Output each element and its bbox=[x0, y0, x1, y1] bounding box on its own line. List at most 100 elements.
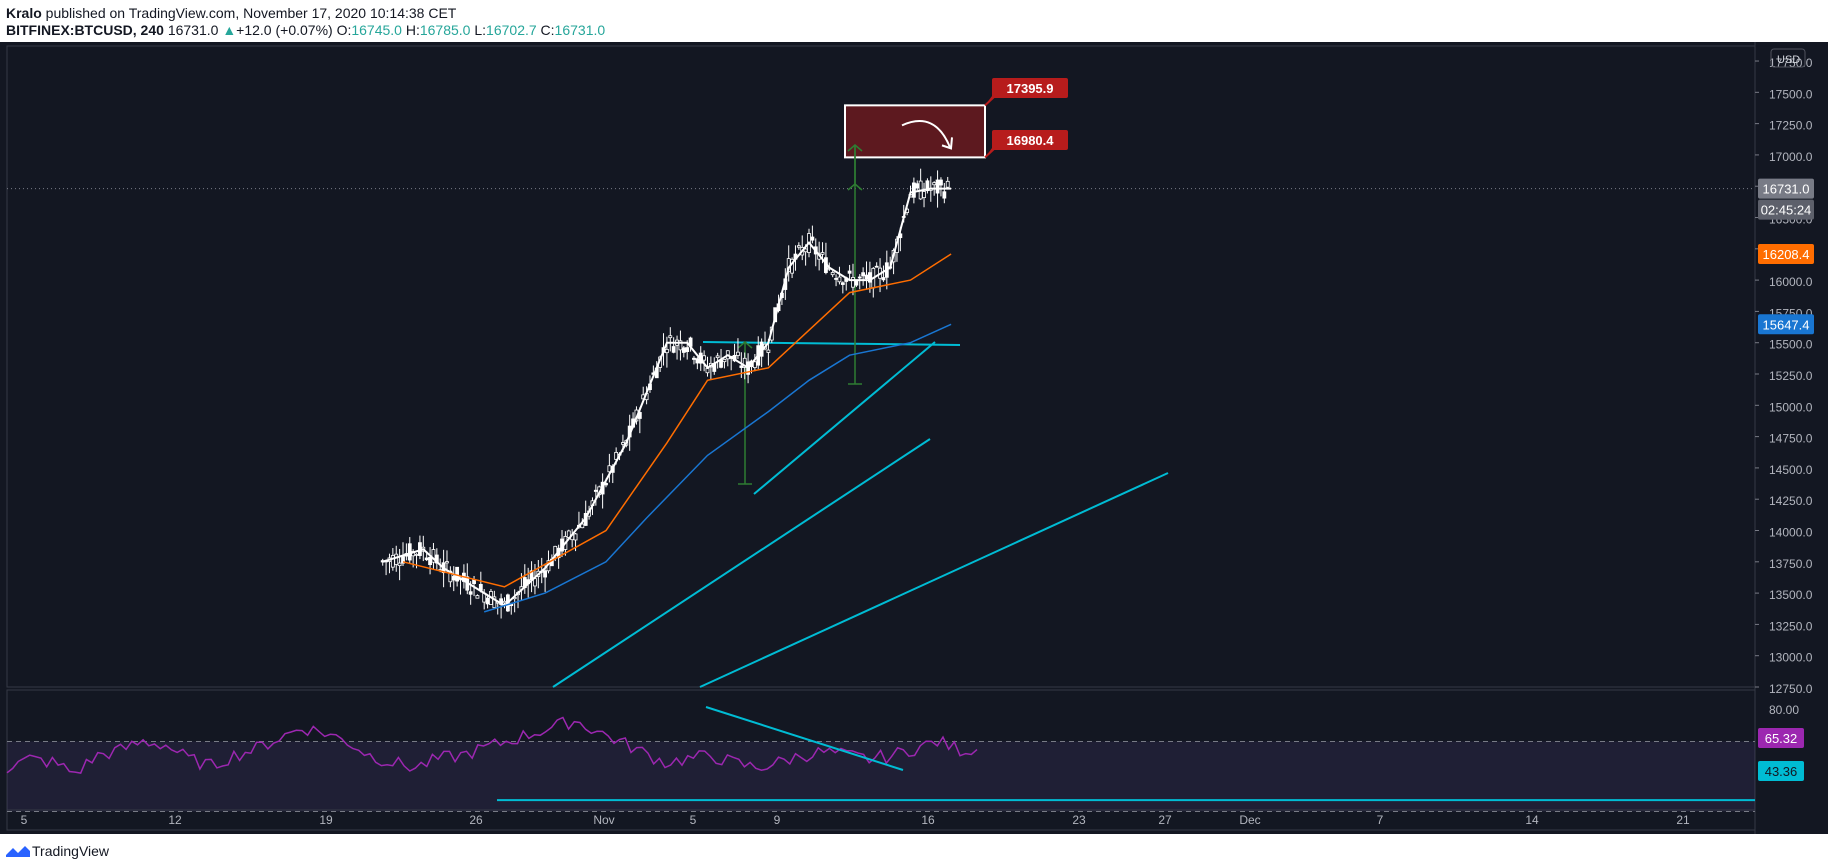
trend-line[interactable] bbox=[552, 438, 931, 688]
candle-body bbox=[573, 533, 578, 541]
x-tick-label: 5 bbox=[21, 813, 28, 827]
rsi-divergence-line[interactable] bbox=[705, 706, 904, 771]
x-tick-label: 21 bbox=[1676, 813, 1690, 827]
moving-averages-layer bbox=[382, 187, 952, 613]
candle-body bbox=[424, 557, 429, 561]
trend-line[interactable] bbox=[753, 341, 936, 495]
up-triangle-icon: ▲ bbox=[222, 22, 237, 38]
candle-body bbox=[932, 182, 937, 186]
x-tick-label: 7 bbox=[1377, 813, 1384, 827]
price-labels-layer: 17395.9 16980.4 16731.0 02:45:24 16208.4 1564… bbox=[984, 78, 1814, 781]
y-tick-label: 14750.0 bbox=[1769, 432, 1813, 446]
currency-badge[interactable] bbox=[1770, 48, 1806, 68]
rsi-level-label-bg bbox=[1758, 761, 1804, 781]
candle-body bbox=[428, 556, 432, 566]
x-tick-label: 19 bbox=[319, 813, 333, 827]
author-name[interactable]: Kralo bbox=[6, 5, 42, 21]
candle-body bbox=[390, 555, 395, 568]
symbol-label[interactable]: BITFINEX:BTCUSD, 240 bbox=[6, 22, 164, 38]
y-tick-label: 15500.0 bbox=[1769, 338, 1813, 352]
axis-label-countdown-bg bbox=[1758, 199, 1814, 220]
rsi-line bbox=[6, 716, 978, 774]
y-tick-label: 12750.0 bbox=[1769, 682, 1813, 696]
y-tick-label: 14000.0 bbox=[1769, 526, 1813, 540]
candle-body bbox=[580, 523, 585, 529]
candle-body bbox=[840, 282, 845, 285]
time-axis[interactable]: 5 12 19 26 Nov 5 9 16 23 27 Dec 7 14 21 bbox=[7, 809, 1755, 827]
candle-body bbox=[766, 349, 771, 353]
target-zone-box[interactable] bbox=[844, 104, 986, 159]
brand-name[interactable]: TradingView bbox=[32, 843, 110, 859]
candle-body bbox=[922, 191, 926, 199]
axis-label-ma-mid-bg bbox=[1758, 244, 1814, 265]
candle-body bbox=[451, 576, 456, 581]
price-change: +12.0 (+0.07%) bbox=[236, 22, 333, 38]
candle-body bbox=[719, 359, 723, 368]
candle-body bbox=[915, 183, 920, 189]
axis-label-last: 16731.0 bbox=[1763, 182, 1810, 197]
x-tick-label: 23 bbox=[1072, 813, 1086, 827]
low-label: L: bbox=[474, 22, 487, 38]
callout-16980: 16980.4 bbox=[1007, 133, 1055, 148]
candle-body bbox=[702, 355, 707, 361]
ma-mid-line bbox=[402, 253, 952, 588]
callout-17395: 17395.9 bbox=[1007, 81, 1054, 96]
curved-down-arrow-icon bbox=[901, 120, 951, 148]
ohlc-line: BITFINEX:BTCUSD, 240 16731.0 ▲+12.0 (+0.… bbox=[6, 22, 605, 38]
candle-body bbox=[685, 347, 690, 352]
callout-17395-bg bbox=[992, 78, 1068, 98]
candle-body bbox=[722, 358, 727, 363]
last-price: 16731.0 bbox=[167, 22, 219, 38]
rsi-pane[interactable]: 80.0060.0040.00 bbox=[6, 703, 1799, 812]
rsi-value-label: 65.32 bbox=[1765, 731, 1798, 746]
candle-body bbox=[810, 236, 815, 241]
candle-body bbox=[847, 270, 852, 274]
price-axis[interactable]: 12750.0 13000.0 13250.0 13500.0 13750.0 14000… bbox=[1755, 48, 1813, 696]
y-tick-label: 14250.0 bbox=[1769, 494, 1813, 508]
callout-16980-bg bbox=[992, 130, 1068, 150]
publish-info: published on TradingView.com, November 1… bbox=[41, 5, 457, 21]
chart-footer: TradingView bbox=[0, 834, 1828, 868]
low-value: 16702.7 bbox=[486, 22, 537, 38]
close-value: 16731.0 bbox=[554, 22, 606, 38]
high-label: H: bbox=[405, 22, 420, 38]
candle-body bbox=[854, 280, 859, 286]
chart-header: Kralo published on TradingView.com, Nove… bbox=[0, 0, 1828, 42]
candle-body bbox=[945, 180, 950, 188]
trend-line[interactable] bbox=[699, 472, 1169, 688]
x-tick-label: 27 bbox=[1158, 813, 1172, 827]
candle-body bbox=[857, 276, 862, 279]
y-tick-label: 13500.0 bbox=[1769, 588, 1813, 602]
x-tick-label: 26 bbox=[469, 813, 483, 827]
x-tick-label: 14 bbox=[1525, 813, 1539, 827]
tradingview-logo-icon[interactable] bbox=[4, 841, 32, 861]
candle-body bbox=[485, 597, 490, 605]
y-tick-label: 15000.0 bbox=[1769, 400, 1813, 414]
y-tick-label: 17250.0 bbox=[1769, 119, 1813, 133]
arrowhead-icon bbox=[941, 137, 953, 150]
candle-body bbox=[935, 179, 940, 194]
candle-body bbox=[861, 272, 866, 277]
candle-body bbox=[705, 368, 710, 374]
ma-slow-line bbox=[483, 323, 952, 613]
candle-body bbox=[736, 351, 740, 356]
candle-body bbox=[864, 274, 869, 280]
arrowhead-icon bbox=[847, 183, 863, 191]
y-tick-label: 13750.0 bbox=[1769, 557, 1813, 571]
candle-body bbox=[475, 595, 480, 599]
candle-body bbox=[614, 452, 619, 460]
candle-body bbox=[593, 489, 598, 492]
open-label: O: bbox=[336, 22, 352, 38]
x-tick-label: 5 bbox=[690, 813, 697, 827]
candle-body bbox=[681, 347, 686, 353]
high-value: 16785.0 bbox=[419, 22, 471, 38]
drawings-layer[interactable] bbox=[7, 104, 1755, 688]
close-label: C: bbox=[540, 22, 555, 38]
x-tick-label: 16 bbox=[921, 813, 935, 827]
candle-body bbox=[874, 265, 879, 268]
ma-fast-line bbox=[382, 187, 952, 607]
candle-body bbox=[502, 600, 507, 604]
candle-body bbox=[414, 553, 419, 556]
price-chart[interactable]: 80.0060.0040.00 12750.0 13000.0 13250.0 135… bbox=[0, 42, 1828, 834]
candle-body bbox=[665, 348, 669, 354]
